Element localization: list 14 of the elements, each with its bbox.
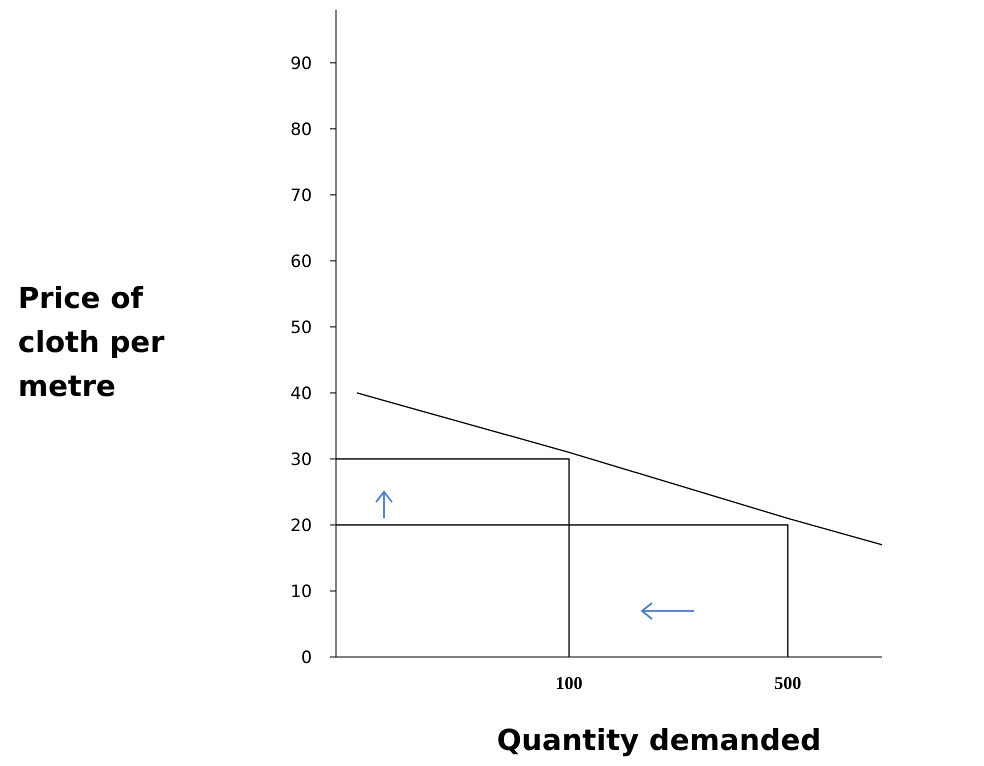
y-tick-label: 70 <box>290 186 312 206</box>
y-tick-label: 10 <box>290 582 312 602</box>
y-tick-label: 40 <box>290 384 312 404</box>
y-tick-label: 60 <box>290 252 312 272</box>
x-tick-label: 500 <box>774 673 802 693</box>
y-axis-title: Price of cloth per metre <box>18 281 166 403</box>
x-axis-title: Quantity demanded <box>496 723 822 757</box>
y-tick-label: 20 <box>290 516 312 536</box>
x-tick-label: 100 <box>556 673 583 693</box>
y-tick-label: 0 <box>301 648 312 668</box>
y-tick-label: 30 <box>290 450 312 470</box>
y-tick-label: 50 <box>290 318 312 338</box>
y-tick-label: 80 <box>290 120 312 140</box>
y-tick-label: 90 <box>290 54 312 74</box>
